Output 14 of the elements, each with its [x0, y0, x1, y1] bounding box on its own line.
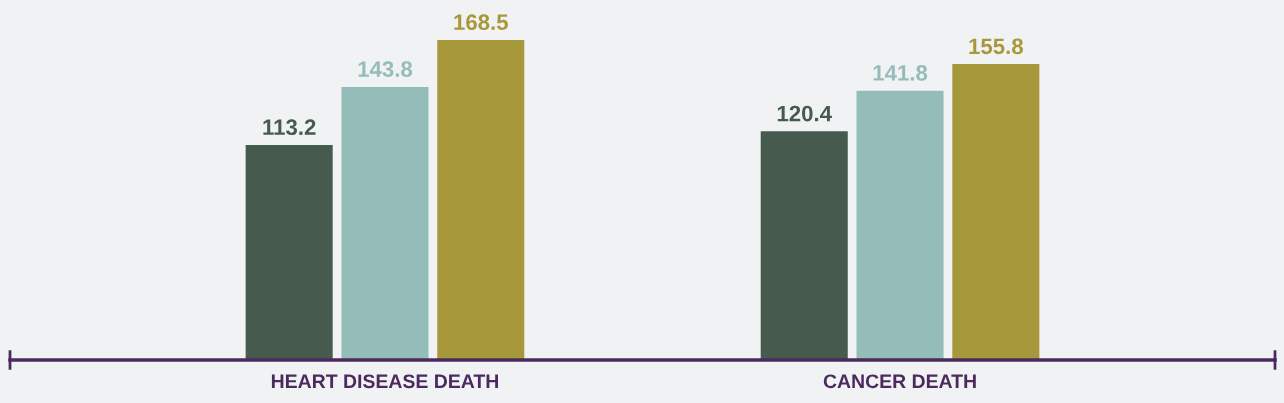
bar [437, 40, 525, 360]
bar [952, 64, 1040, 360]
bar [245, 145, 333, 360]
data-label: 168.5 [454, 14, 508, 31]
data-label: 155.8 [969, 38, 1023, 55]
data-label: 113.2 [263, 119, 316, 136]
bar [341, 86, 429, 360]
bar [856, 90, 944, 360]
x-tick-label: HEART DISEASE DEATH [271, 374, 498, 389]
data-label: 141.8 [873, 65, 928, 81]
data-label: 120.4 [777, 105, 832, 122]
x-tick-label: CANCER DEATH [823, 374, 976, 389]
bar [760, 131, 848, 360]
data-label: 143.8 [358, 61, 413, 77]
